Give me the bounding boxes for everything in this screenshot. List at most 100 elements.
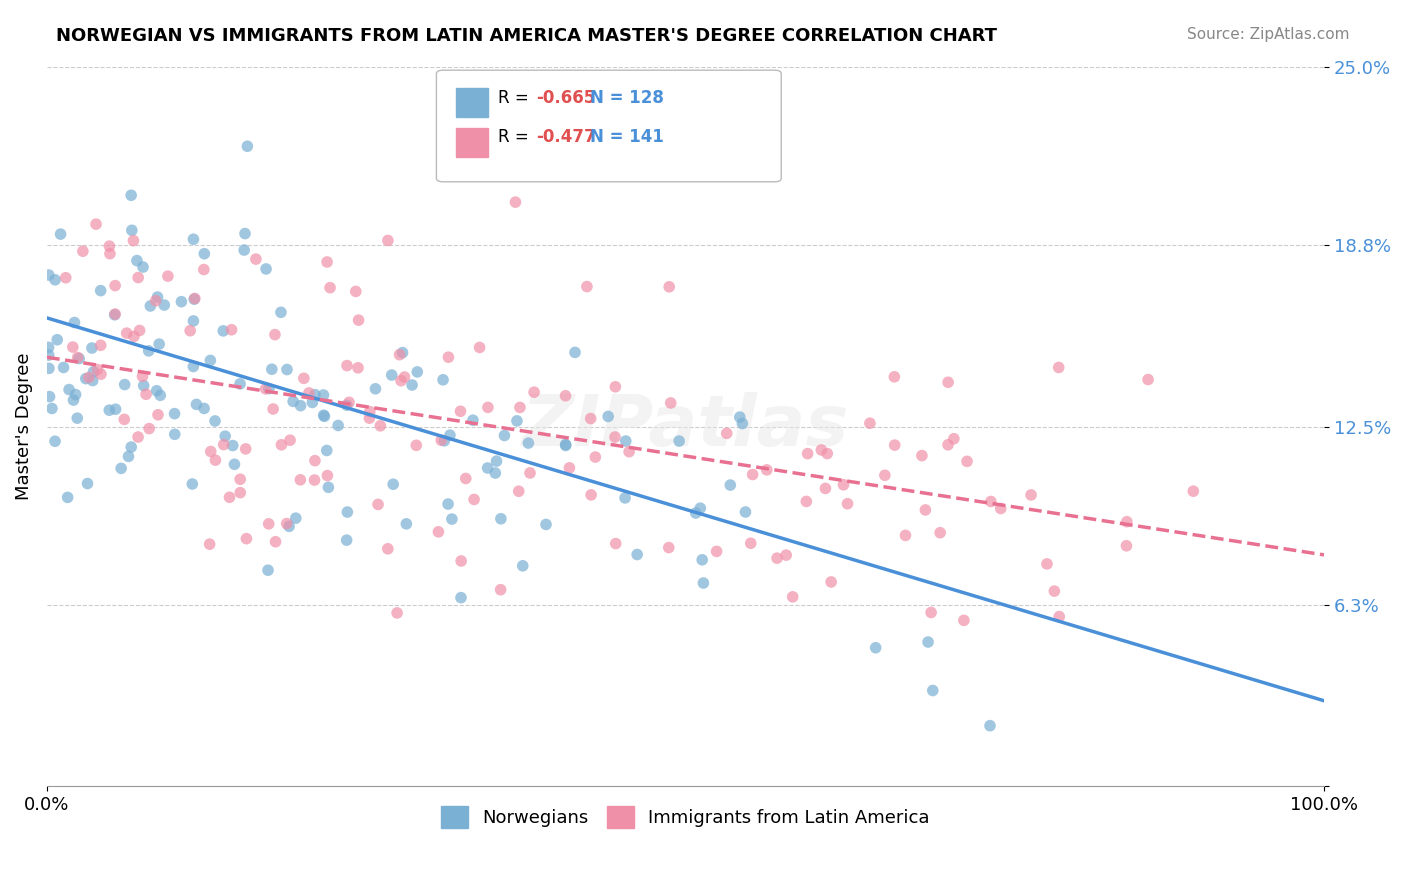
Point xyxy=(117,450,139,464)
Point xyxy=(41,401,63,416)
Point xyxy=(796,494,818,508)
Point xyxy=(394,370,416,384)
Point xyxy=(193,401,215,416)
Point xyxy=(257,516,280,531)
Point xyxy=(80,341,103,355)
Point xyxy=(990,501,1012,516)
Point xyxy=(430,433,453,447)
Point xyxy=(316,468,339,483)
Point xyxy=(82,365,104,379)
Point xyxy=(163,427,186,442)
Point xyxy=(254,382,277,396)
Point xyxy=(304,473,326,487)
Point xyxy=(315,443,337,458)
Point xyxy=(534,517,557,532)
Point xyxy=(391,345,413,359)
Point xyxy=(579,488,602,502)
Point xyxy=(814,482,837,496)
Point xyxy=(183,314,205,328)
Point xyxy=(62,340,84,354)
Point xyxy=(183,232,205,246)
Point xyxy=(512,558,534,573)
Point xyxy=(336,359,359,373)
Point xyxy=(304,387,326,401)
Point xyxy=(605,380,627,394)
Point xyxy=(575,279,598,293)
Point xyxy=(314,409,336,424)
Point xyxy=(38,361,60,376)
Text: R =: R = xyxy=(498,128,534,146)
Point xyxy=(82,374,104,388)
Point xyxy=(505,195,527,210)
Point xyxy=(979,719,1001,733)
Bar xyxy=(456,128,488,157)
Point xyxy=(75,371,97,385)
Point xyxy=(598,409,620,424)
Point xyxy=(84,217,107,231)
Point xyxy=(186,397,208,411)
Y-axis label: Master's Degree: Master's Degree xyxy=(15,353,32,500)
Point xyxy=(46,333,69,347)
Point xyxy=(278,433,301,447)
Point xyxy=(132,378,155,392)
Point xyxy=(229,485,252,500)
Point xyxy=(336,533,359,548)
Point xyxy=(731,417,754,431)
Point xyxy=(605,536,627,550)
Text: Source: ZipAtlas.com: Source: ZipAtlas.com xyxy=(1187,27,1350,42)
Point xyxy=(90,284,112,298)
Point xyxy=(98,239,121,253)
Point xyxy=(336,398,359,412)
Point xyxy=(921,683,943,698)
Point xyxy=(139,299,162,313)
Text: N = 128: N = 128 xyxy=(589,88,664,106)
Point xyxy=(212,437,235,451)
Point xyxy=(427,524,450,539)
Point xyxy=(121,223,143,237)
Point xyxy=(90,338,112,352)
Point xyxy=(145,384,167,398)
Point xyxy=(439,428,461,442)
Point xyxy=(359,411,381,425)
Point xyxy=(980,494,1002,508)
Point xyxy=(929,525,952,540)
Point xyxy=(388,348,411,362)
Point xyxy=(659,396,682,410)
Point xyxy=(381,368,404,382)
Point xyxy=(193,246,215,260)
Point xyxy=(229,376,252,391)
Point xyxy=(450,591,472,605)
Point xyxy=(312,408,335,422)
Point xyxy=(292,371,315,385)
Point xyxy=(558,461,581,475)
Point xyxy=(382,477,405,491)
Point xyxy=(395,516,418,531)
Point xyxy=(579,411,602,425)
Point xyxy=(873,468,896,483)
Point xyxy=(145,293,167,308)
Point xyxy=(685,506,707,520)
Point xyxy=(385,606,408,620)
Point xyxy=(1043,584,1066,599)
Point xyxy=(716,426,738,441)
Point xyxy=(38,268,60,282)
Point xyxy=(859,416,882,430)
Point xyxy=(98,246,121,260)
Point xyxy=(344,285,367,299)
Point xyxy=(120,440,142,454)
Point xyxy=(257,563,280,577)
Point xyxy=(364,382,387,396)
Text: -0.665: -0.665 xyxy=(536,88,595,106)
Point xyxy=(72,244,94,259)
Point xyxy=(49,227,72,241)
Point xyxy=(326,418,349,433)
Point xyxy=(222,438,245,452)
Point xyxy=(284,511,307,525)
Point xyxy=(98,403,121,417)
Point xyxy=(1115,515,1137,529)
Point xyxy=(583,450,606,464)
Point xyxy=(894,528,917,542)
Point xyxy=(370,418,392,433)
Point xyxy=(883,438,905,452)
Point xyxy=(153,298,176,312)
